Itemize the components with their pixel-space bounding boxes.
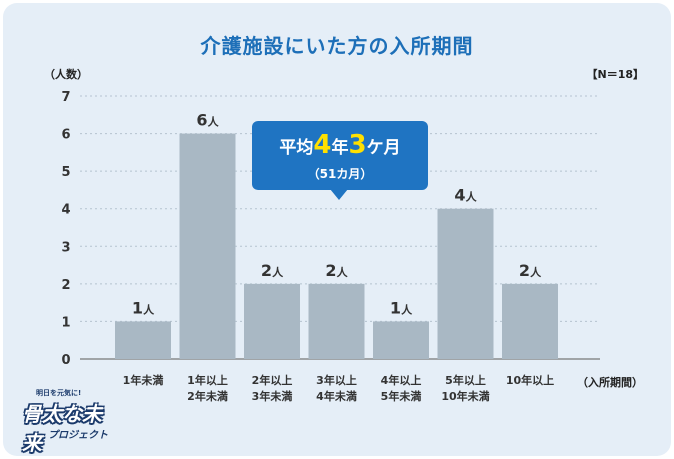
- callout-arrow: [330, 189, 348, 200]
- logo-sub-text: プロジェクト: [48, 430, 108, 441]
- average-months: 3: [348, 130, 367, 160]
- bar-value-label: 2人: [519, 261, 542, 280]
- average-month-unit: ケ月: [366, 138, 401, 158]
- bar: [373, 321, 429, 359]
- bar-value-label: 2人: [325, 261, 348, 280]
- y-tick-label: 0: [61, 353, 70, 368]
- y-tick-label: 6: [61, 128, 70, 143]
- bar-value-label: 6人: [196, 111, 219, 130]
- x-tick-label: 4年未満: [316, 389, 357, 403]
- chart-title: 介護施設にいた方の入所期間: [200, 34, 474, 58]
- bar: [115, 321, 171, 359]
- x-tick-label: 1年未満: [123, 373, 164, 387]
- bar: [437, 208, 494, 359]
- x-tick-label: 5年未満: [381, 389, 422, 403]
- project-logo: 明日を元気に! 骨太な未来 プロジェクト: [18, 388, 118, 455]
- y-axis-unit: （人数）: [44, 68, 88, 81]
- average-prefix: 平均: [279, 138, 314, 158]
- bar: [502, 283, 558, 359]
- x-tick-label: 5年以上: [445, 373, 486, 387]
- bar-value-label: 2人: [261, 261, 284, 280]
- x-tick-label: 3年未満: [252, 389, 293, 403]
- bar: [179, 133, 236, 359]
- average-years: 4: [313, 130, 332, 160]
- y-tick-label: 1: [61, 315, 70, 330]
- y-tick-label: 5: [61, 165, 70, 180]
- average-months-total: （51カ月）: [307, 167, 373, 181]
- y-tick-label: 4: [61, 203, 70, 218]
- bar-value-label: 1人: [390, 298, 413, 317]
- bar-value-label: 4人: [454, 186, 477, 205]
- x-tick-label: 2年以上: [252, 373, 293, 387]
- x-tick-label: 3年以上: [316, 373, 357, 387]
- average-callout: 平均4年3ケ月 （51カ月）: [252, 121, 428, 190]
- x-tick-label: 2年未満: [187, 389, 228, 403]
- y-tick-label: 2: [61, 278, 70, 293]
- logo-tagline: 明日を元気に!: [36, 389, 82, 397]
- y-tick-label: 3: [61, 240, 70, 255]
- average-year-unit: 年: [331, 138, 349, 158]
- bar: [308, 283, 365, 359]
- y-tick-label: 7: [61, 90, 70, 105]
- bar: [244, 283, 300, 359]
- bar-value-label: 1人: [132, 298, 155, 317]
- x-tick-label: 10年未満: [441, 389, 489, 403]
- x-tick-label: 1年以上: [187, 373, 228, 387]
- x-tick-label: 10年以上: [506, 373, 554, 387]
- sample-size-label: 【N＝18】: [586, 68, 644, 81]
- x-tick-label: 4年以上: [381, 373, 422, 387]
- chart-card: [3, 3, 671, 456]
- logo-main-text: 骨太な未来: [22, 402, 102, 455]
- x-axis-unit: （入所期間）: [577, 376, 643, 389]
